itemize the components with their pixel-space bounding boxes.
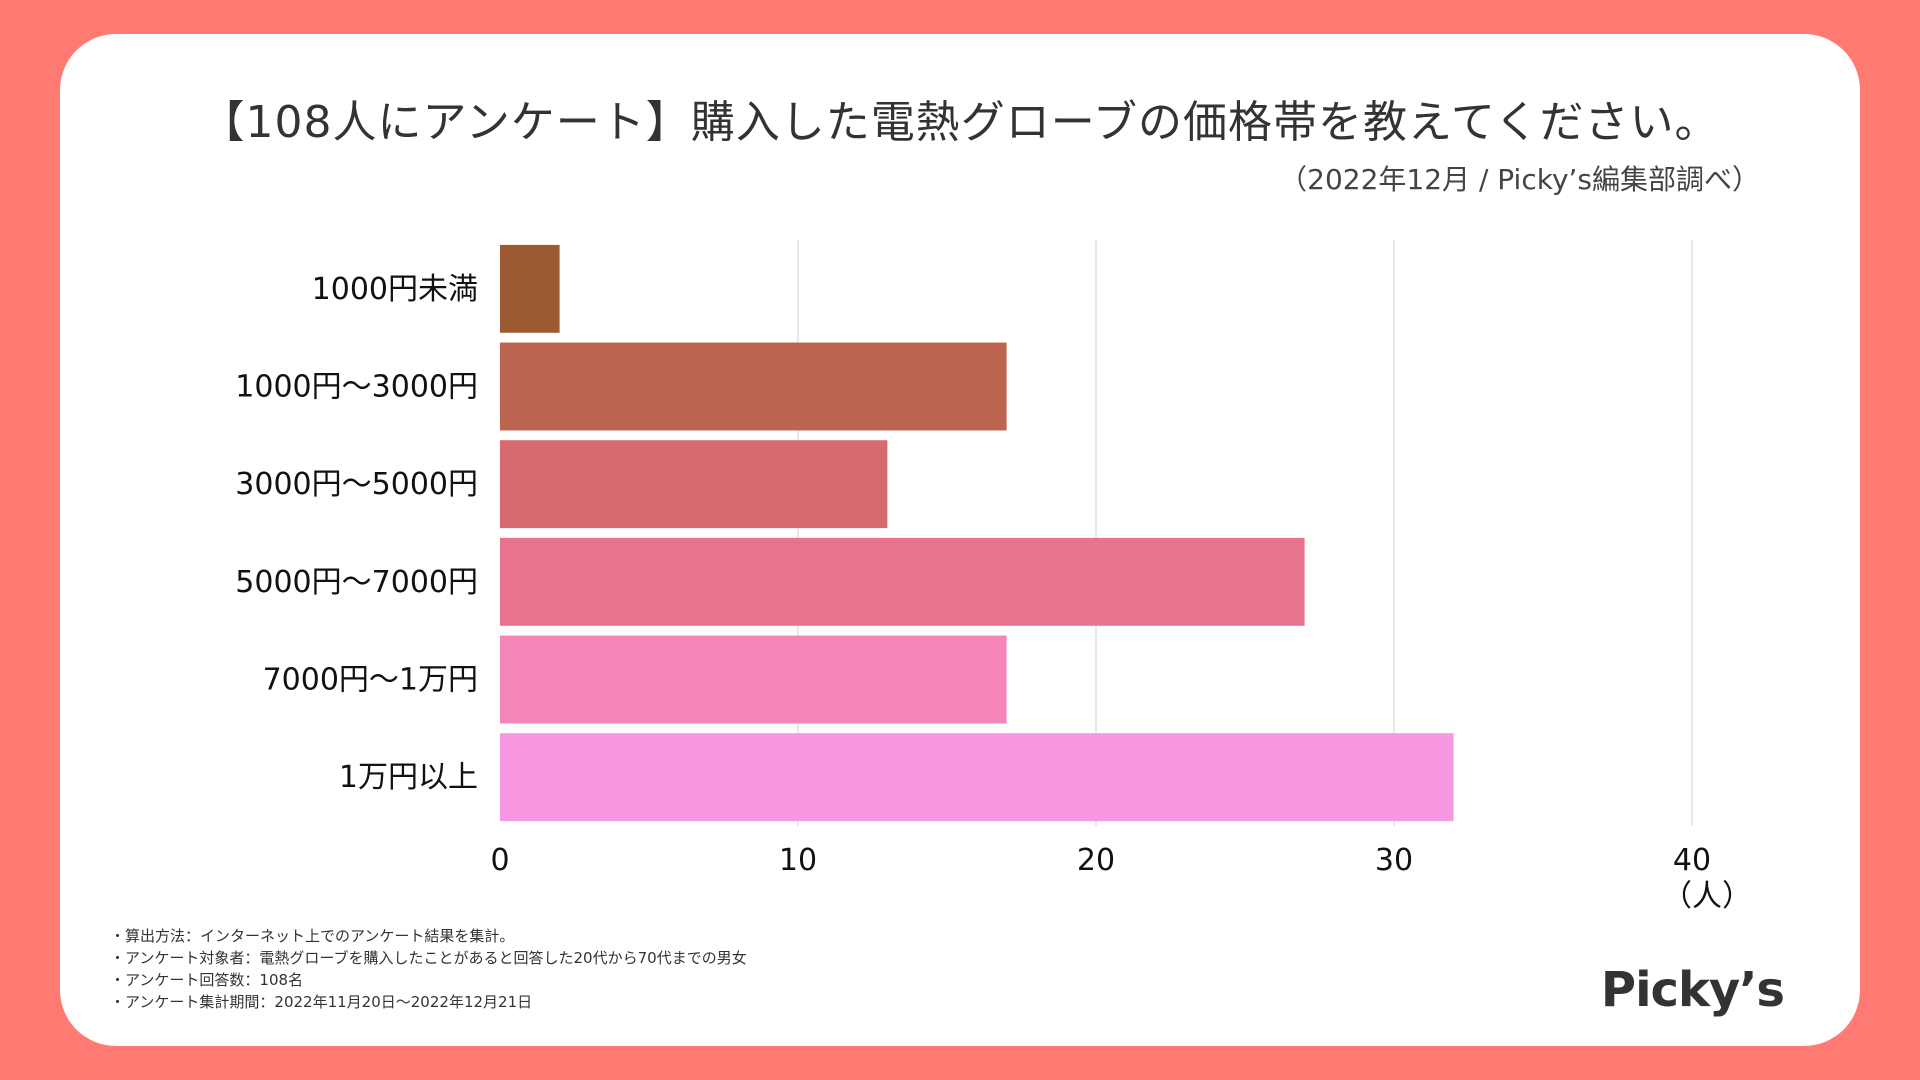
bar-5 [500, 635, 1007, 724]
bar-1 [500, 244, 560, 333]
category-label-5: 7000円〜1万円 [263, 663, 478, 698]
grid-lines [797, 240, 1693, 826]
note-period: アンケート集計期間：2022年11月20日〜2022年12月21日 [110, 991, 747, 1013]
x-tick-label-10: 10 [779, 843, 817, 878]
note-count: アンケート回答数：108名 [110, 969, 747, 991]
footnotes: 算出方法：インターネット上でのアンケート結果を集計。 アンケート対象者：電熱グロ… [110, 925, 747, 1013]
bar-6 [500, 733, 1454, 822]
note-target: アンケート対象者：電熱グローブを購入したことがあると回答した20代から70代まで… [110, 947, 747, 969]
category-labels: 1000円未満 1000円〜3000円 3000円〜5000円 5000円〜7000円… [235, 272, 478, 795]
category-label-3: 3000円〜5000円 [235, 467, 478, 502]
x-tick-label-0: 0 [490, 843, 509, 878]
tick-labels: 0 10 20 30 40 [490, 843, 1711, 878]
bar-4 [500, 537, 1305, 626]
category-label-1: 1000円未満 [312, 272, 478, 307]
x-tick-label-40: 40 [1673, 843, 1711, 878]
x-tick-label-20: 20 [1077, 843, 1115, 878]
bars [500, 244, 1454, 822]
x-axis-unit-label: （人） [1662, 879, 1752, 914]
note-method: 算出方法：インターネット上でのアンケート結果を集計。 [110, 925, 747, 947]
picky-s-logo: Picky’s [1600, 962, 1785, 1018]
x-tick-label-30: 30 [1375, 843, 1413, 878]
chart-subtitle: （2022年12月 / Picky’s編集部調べ） [1279, 163, 1760, 196]
chart-title: 【108人にアンケート】購入した電熱グローブの価格帯を教えてください。 [200, 97, 1720, 148]
category-label-4: 5000円〜7000円 [235, 565, 478, 600]
chart-card: 【108人にアンケート】購入した電熱グローブの価格帯を教えてください。 （202… [60, 34, 1860, 1046]
bar-3 [500, 440, 888, 529]
category-label-2: 1000円〜3000円 [235, 370, 478, 405]
bar-chart: 1000円未満 1000円〜3000円 3000円〜5000円 5000円〜7000円… [235, 240, 1752, 914]
category-label-6: 1万円以上 [339, 760, 478, 795]
bar-2 [500, 342, 1007, 431]
